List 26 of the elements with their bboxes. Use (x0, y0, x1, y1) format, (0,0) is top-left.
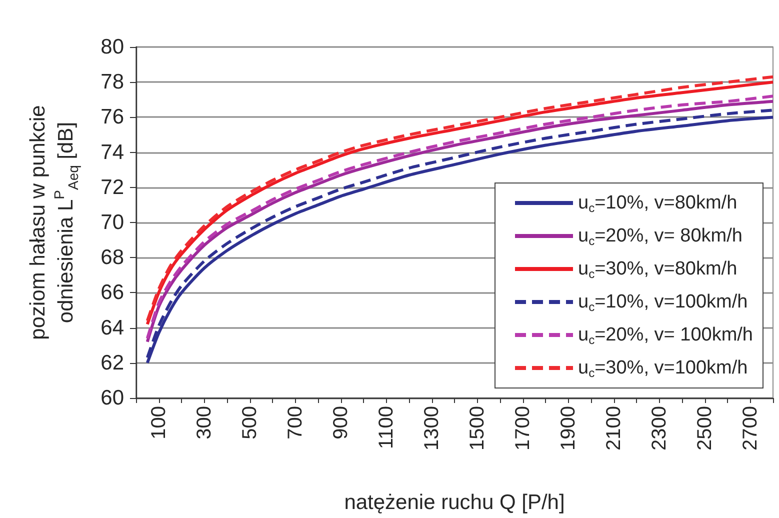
x-tick-label: 900 (330, 406, 352, 440)
y-tick-label: 74 (100, 140, 124, 164)
x-tick-label: 2700 (739, 406, 762, 450)
y-tick-label: 62 (100, 351, 124, 374)
x-tick-label: 2500 (694, 406, 716, 450)
y-tick-label: 76 (100, 106, 124, 129)
x-tick-label: 1300 (420, 406, 443, 450)
x-tick-label: 300 (193, 406, 216, 440)
y-tick-label: 68 (100, 246, 124, 270)
x-tick-label: 500 (238, 406, 261, 440)
x-tick-label: 700 (284, 406, 306, 440)
x-tick-label: 1100 (375, 406, 398, 450)
y-tick-label: 78 (100, 70, 124, 94)
x-tick-label: 2300 (648, 406, 670, 450)
x-axis-title: natężenie ruchu Q [P/h] (344, 491, 565, 514)
y-tick-label: 66 (100, 281, 124, 304)
x-tick-label: 1500 (466, 406, 488, 450)
x-tick-label: 1700 (512, 406, 534, 450)
y-tick-label: 80 (100, 36, 124, 58)
y-tick-label: 60 (100, 386, 124, 410)
y-tick-label: 64 (100, 316, 124, 340)
x-tick-label: 100 (148, 406, 170, 440)
y-tick-label: 72 (100, 176, 124, 199)
x-tick-label: 2100 (602, 406, 625, 450)
x-tick-label: 1900 (557, 406, 580, 450)
y-tick-label: 70 (100, 211, 124, 234)
